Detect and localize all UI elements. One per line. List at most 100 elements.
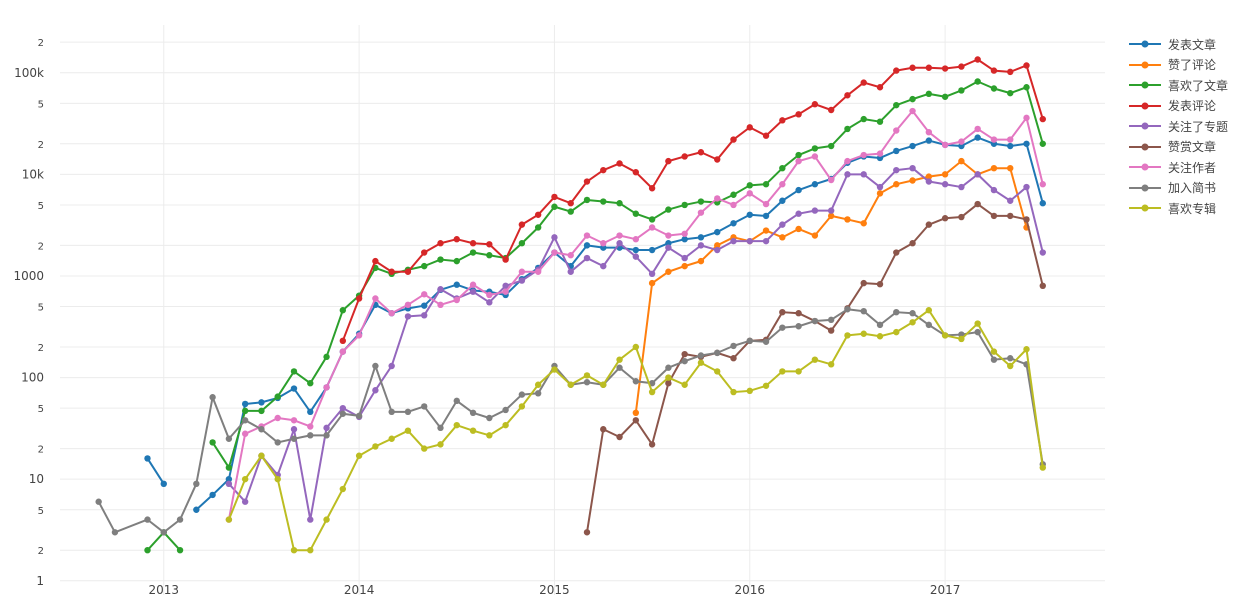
legend-item[interactable]: 发表评论: [1128, 96, 1228, 117]
data-point[interactable]: [339, 410, 347, 417]
data-point[interactable]: [746, 237, 753, 245]
data-point[interactable]: [567, 208, 574, 215]
data-point[interactable]: [616, 356, 623, 363]
data-point[interactable]: [469, 249, 477, 256]
data-point[interactable]: [290, 435, 298, 442]
data-point[interactable]: [241, 407, 249, 415]
data-point[interactable]: [876, 321, 884, 329]
data-point[interactable]: [779, 324, 786, 331]
data-point[interactable]: [339, 337, 347, 345]
data-point[interactable]: [600, 381, 607, 388]
data-point[interactable]: [144, 546, 151, 554]
data-point[interactable]: [502, 288, 509, 295]
data-point[interactable]: [339, 485, 347, 493]
data-point[interactable]: [876, 280, 884, 288]
data-point[interactable]: [714, 246, 721, 254]
data-point[interactable]: [714, 228, 721, 236]
data-point[interactable]: [421, 312, 428, 319]
data-point[interactable]: [714, 195, 721, 202]
data-point[interactable]: [209, 491, 216, 499]
data-point[interactable]: [469, 288, 477, 295]
data-point[interactable]: [762, 227, 770, 234]
data-point[interactable]: [925, 64, 933, 71]
data-point[interactable]: [307, 546, 314, 554]
data-point[interactable]: [860, 220, 867, 227]
data-point[interactable]: [241, 475, 249, 483]
data-point[interactable]: [648, 441, 656, 448]
data-point[interactable]: [372, 362, 379, 370]
data-point[interactable]: [486, 299, 493, 306]
data-point[interactable]: [534, 381, 542, 388]
data-point[interactable]: [762, 237, 770, 245]
data-point[interactable]: [404, 301, 412, 309]
data-point[interactable]: [681, 254, 688, 262]
data-point[interactable]: [958, 138, 965, 145]
data-point[interactable]: [453, 257, 460, 265]
data-point[interactable]: [714, 242, 721, 249]
data-point[interactable]: [958, 183, 965, 191]
data-point[interactable]: [746, 387, 753, 395]
data-point[interactable]: [697, 242, 705, 249]
data-point[interactable]: [1007, 142, 1014, 150]
data-point[interactable]: [632, 417, 640, 424]
data-point[interactable]: [421, 445, 428, 452]
data-point[interactable]: [616, 160, 623, 167]
data-point[interactable]: [893, 328, 900, 336]
data-point[interactable]: [844, 332, 851, 339]
data-point[interactable]: [958, 213, 965, 221]
data-point[interactable]: [1007, 197, 1014, 204]
data-point[interactable]: [323, 353, 330, 361]
data-point[interactable]: [827, 142, 835, 150]
data-point[interactable]: [648, 224, 656, 231]
data-point[interactable]: [827, 316, 835, 324]
legend-item[interactable]: 发表文章: [1128, 34, 1228, 55]
data-point[interactable]: [290, 426, 298, 433]
data-point[interactable]: [388, 310, 395, 317]
data-point[interactable]: [453, 236, 460, 243]
data-point[interactable]: [600, 240, 607, 247]
data-point[interactable]: [876, 183, 884, 191]
data-point[interactable]: [372, 295, 379, 302]
data-point[interactable]: [860, 330, 867, 337]
data-point[interactable]: [762, 132, 770, 139]
data-point[interactable]: [258, 426, 265, 433]
data-point[interactable]: [437, 286, 444, 293]
data-point[interactable]: [600, 262, 607, 270]
data-point[interactable]: [762, 338, 770, 345]
data-point[interactable]: [779, 221, 786, 228]
data-point[interactable]: [486, 291, 493, 299]
data-point[interactable]: [876, 84, 884, 91]
data-point[interactable]: [941, 181, 949, 188]
data-point[interactable]: [421, 302, 428, 309]
data-point[interactable]: [518, 268, 526, 275]
data-point[interactable]: [730, 237, 737, 245]
data-point[interactable]: [1023, 346, 1030, 353]
data-point[interactable]: [502, 421, 509, 429]
data-point[interactable]: [583, 232, 591, 239]
data-point[interactable]: [844, 171, 851, 178]
data-point[interactable]: [616, 240, 623, 247]
data-point[interactable]: [827, 361, 835, 368]
data-point[interactable]: [730, 388, 737, 396]
data-point[interactable]: [648, 388, 656, 396]
data-point[interactable]: [730, 355, 737, 362]
data-point[interactable]: [486, 252, 493, 259]
data-point[interactable]: [893, 127, 900, 134]
data-point[interactable]: [827, 106, 835, 114]
data-point[interactable]: [453, 281, 460, 288]
data-point[interactable]: [632, 343, 640, 351]
data-point[interactable]: [648, 270, 656, 278]
data-point[interactable]: [111, 529, 119, 536]
data-point[interactable]: [795, 310, 802, 317]
data-point[interactable]: [1023, 140, 1030, 147]
data-point[interactable]: [795, 368, 802, 375]
data-point[interactable]: [502, 282, 509, 290]
data-point[interactable]: [779, 197, 786, 204]
data-point[interactable]: [811, 356, 819, 363]
data-point[interactable]: [893, 67, 900, 74]
data-point[interactable]: [681, 230, 688, 237]
legend-item[interactable]: 喜欢了文章: [1128, 75, 1228, 96]
data-point[interactable]: [274, 439, 281, 446]
data-point[interactable]: [665, 244, 672, 251]
data-point[interactable]: [746, 190, 753, 197]
